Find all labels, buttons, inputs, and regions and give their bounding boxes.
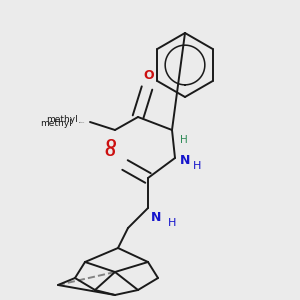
Text: H: H xyxy=(180,135,188,145)
Text: O: O xyxy=(144,69,154,82)
Text: methyl: methyl xyxy=(40,119,72,128)
Text: O: O xyxy=(104,146,115,159)
Text: H: H xyxy=(168,218,176,228)
Text: N: N xyxy=(180,154,190,166)
Text: H: H xyxy=(193,161,201,171)
Text: O: O xyxy=(106,138,116,151)
Text: methyl: methyl xyxy=(46,116,78,124)
Text: N: N xyxy=(151,211,161,224)
Text: methoxy: methoxy xyxy=(79,122,85,123)
